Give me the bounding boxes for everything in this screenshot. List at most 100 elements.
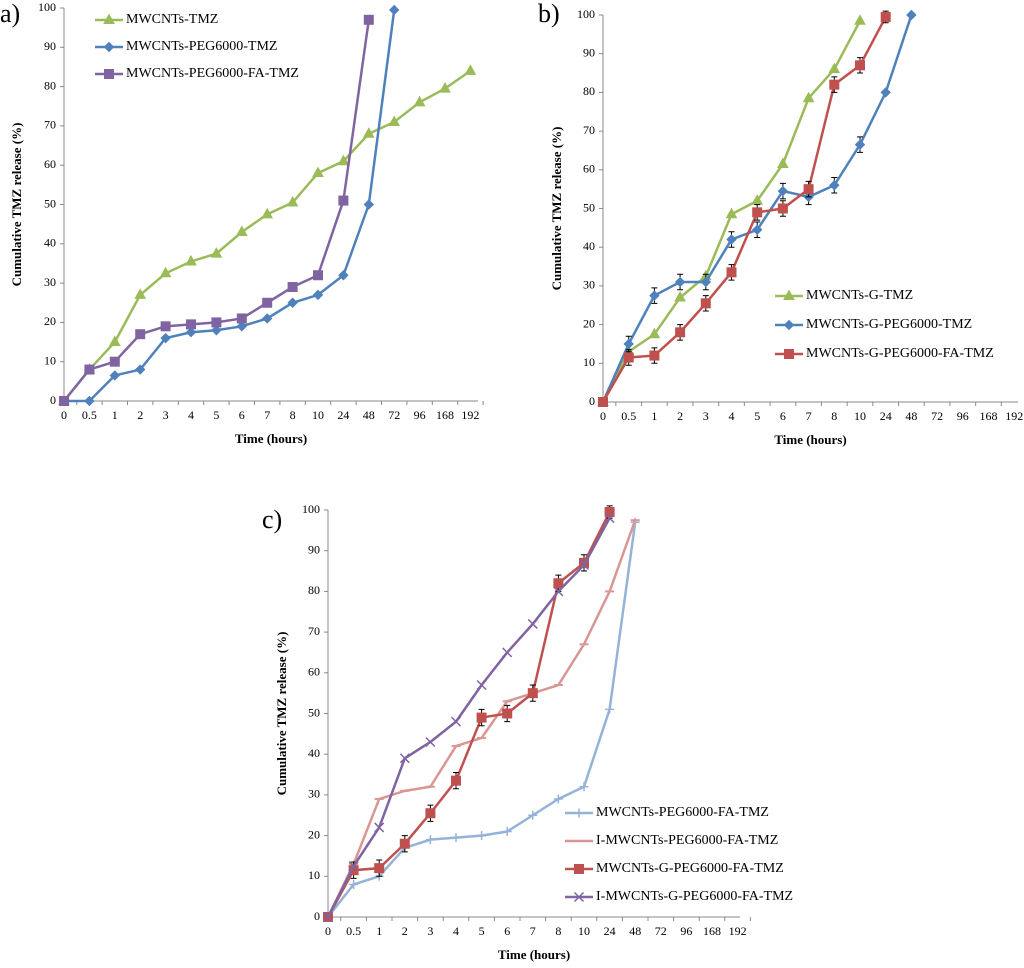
y-tick-label: 30: [583, 278, 595, 292]
x-tick-label: 6: [239, 408, 245, 422]
x-tick-label: 192: [729, 924, 747, 938]
y-tick-label: 10: [583, 355, 595, 369]
x-tick-label: 24: [604, 924, 616, 938]
marker: [287, 297, 298, 308]
x-tick-label: 2: [137, 408, 143, 422]
marker: [802, 91, 815, 103]
x-tick-label: 48: [629, 924, 641, 938]
x-tick-label: 7: [264, 408, 270, 422]
x-tick-label: 4: [729, 409, 735, 423]
y-tick-label: 20: [308, 827, 320, 841]
marker: [287, 282, 298, 293]
legend-marker: [783, 289, 795, 300]
marker: [363, 14, 374, 25]
marker: [604, 513, 615, 524]
x-tick-label: 6: [504, 924, 510, 938]
marker: [623, 338, 634, 350]
legend-marker: [573, 891, 585, 903]
marker: [502, 827, 512, 837]
marker: [236, 313, 247, 324]
x-tick-label: 1: [112, 408, 118, 422]
marker: [108, 335, 121, 347]
marker: [450, 716, 462, 727]
legend-marker: [784, 349, 794, 359]
x-tick-label: 192: [1005, 409, 1023, 423]
marker: [855, 60, 865, 71]
legend-label: I-MWCNTs-PEG6000-FA-TMZ: [596, 833, 778, 848]
y-tick-label: 90: [44, 39, 56, 53]
y-tick-label: 0: [589, 394, 595, 408]
y-tick-label: 60: [308, 665, 320, 679]
x-axis-title: Time (hours): [235, 431, 307, 446]
marker: [186, 319, 196, 330]
y-tick-label: 40: [44, 236, 56, 250]
x-tick-label: 168: [703, 924, 721, 938]
marker: [674, 276, 686, 288]
marker: [84, 364, 95, 375]
marker: [649, 290, 660, 301]
x-tick-label: 7: [806, 409, 812, 423]
legend-label: I-MWCNTs-G-PEG6000-FA-TMZ: [596, 889, 793, 904]
legend-marker: [574, 808, 584, 818]
legend-marker: [783, 319, 795, 331]
marker: [752, 207, 763, 218]
y-axis-title: Cumulative TMZ release (%): [549, 127, 564, 291]
x-tick-label: 0.5: [82, 408, 97, 422]
marker: [527, 688, 538, 699]
x-tick-label: 1: [376, 924, 382, 938]
y-tick-label: 10: [44, 353, 56, 367]
y-tick-label: 100: [302, 502, 320, 516]
marker: [337, 154, 350, 166]
marker: [374, 822, 385, 833]
series-line: [64, 9, 396, 403]
x-tick-label: 72: [388, 408, 400, 422]
marker: [185, 254, 197, 266]
x-tick-label: 4: [188, 408, 194, 422]
y-tick-label: 80: [308, 583, 320, 597]
x-axis-title: Time (hours): [774, 432, 846, 447]
x-tick-label: 7: [530, 924, 536, 938]
marker: [553, 586, 564, 597]
y-tick-label: 20: [44, 314, 56, 328]
x-tick-label: 8: [831, 409, 837, 423]
marker: [777, 203, 788, 214]
y-tick-label: 50: [44, 196, 56, 210]
panel-label: a): [0, 0, 20, 28]
marker: [160, 332, 171, 344]
x-tick-label: 96: [680, 924, 692, 938]
marker: [312, 166, 324, 178]
marker: [236, 321, 248, 332]
marker: [413, 95, 426, 107]
marker: [502, 708, 513, 719]
x-tick-label: 72: [655, 924, 667, 938]
y-tick-label: 70: [44, 118, 56, 132]
marker: [880, 11, 891, 22]
marker: [211, 317, 222, 328]
y-tick-label: 50: [308, 705, 320, 719]
x-tick-label: 1: [651, 409, 657, 423]
marker: [439, 82, 451, 93]
marker: [623, 352, 634, 363]
legend-label: MWCNTs-PEG6000-FA-TMZ: [126, 66, 299, 81]
marker: [211, 325, 222, 336]
legend-marker: [104, 69, 114, 79]
marker: [527, 618, 538, 629]
marker: [134, 364, 146, 375]
marker: [649, 350, 660, 361]
marker: [854, 139, 866, 150]
y-tick-label: 90: [583, 45, 595, 59]
x-tick-label: 48: [363, 408, 375, 422]
marker: [286, 196, 299, 207]
panel-label: b): [538, 0, 560, 28]
marker: [362, 127, 375, 138]
y-tick-label: 70: [583, 123, 595, 137]
y-tick-label: 60: [583, 162, 595, 176]
marker: [579, 782, 589, 792]
x-tick-label: 8: [555, 924, 561, 938]
x-tick-label: 10: [578, 924, 590, 938]
y-tick-label: 10: [308, 868, 320, 882]
marker: [604, 507, 615, 518]
x-tick-label: 5: [213, 408, 219, 422]
x-tick-label: 2: [402, 924, 408, 938]
marker: [388, 115, 401, 126]
